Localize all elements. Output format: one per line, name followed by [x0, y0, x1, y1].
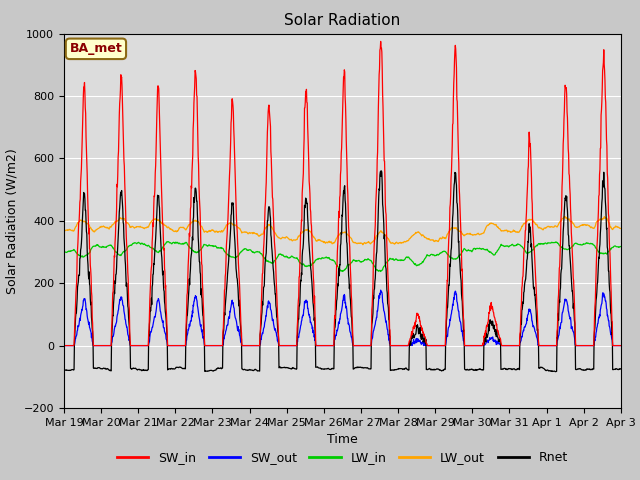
LW_out — [170, 228, 178, 234]
SW_out — [429, 343, 436, 348]
Rnet — [616, 366, 624, 372]
SW_out — [377, 287, 385, 293]
SW_in — [616, 343, 624, 348]
Legend: SW_in, SW_out, LW_in, LW_out, Rnet: SW_in, SW_out, LW_in, LW_out, Rnet — [112, 446, 573, 469]
Rnet — [170, 366, 178, 372]
Rnet — [184, 306, 191, 312]
SW_in — [551, 343, 559, 348]
LW_out — [429, 237, 436, 243]
Rnet — [551, 368, 559, 374]
Line: LW_in: LW_in — [64, 241, 620, 272]
LW_out — [551, 223, 559, 229]
Line: LW_out: LW_out — [64, 216, 620, 245]
LW_out — [359, 242, 367, 248]
LW_out — [60, 228, 68, 234]
LW_out — [502, 228, 509, 233]
SW_out — [170, 343, 178, 348]
SW_in — [246, 343, 254, 348]
LW_out — [616, 226, 624, 231]
SW_in — [429, 343, 436, 348]
LW_in — [377, 269, 385, 275]
Title: Solar Radiation: Solar Radiation — [284, 13, 401, 28]
LW_out — [184, 224, 191, 229]
Rnet — [429, 367, 436, 373]
LW_in — [164, 239, 172, 244]
SW_in — [60, 343, 68, 348]
Line: SW_out: SW_out — [64, 290, 620, 346]
Rnet — [60, 367, 68, 372]
SW_in — [377, 38, 385, 44]
LW_in — [429, 252, 437, 258]
SW_in — [184, 277, 191, 283]
LW_in — [60, 249, 68, 255]
X-axis label: Time: Time — [327, 433, 358, 446]
Line: Rnet: Rnet — [64, 171, 620, 372]
LW_in — [551, 240, 559, 245]
Line: SW_in: SW_in — [64, 41, 620, 346]
Rnet — [378, 168, 385, 174]
SW_in — [502, 343, 509, 348]
SW_out — [616, 343, 624, 348]
SW_out — [551, 343, 559, 348]
SW_out — [184, 330, 191, 336]
Text: BA_met: BA_met — [70, 42, 122, 55]
SW_out — [60, 343, 68, 348]
Y-axis label: Solar Radiation (W/m2): Solar Radiation (W/m2) — [5, 148, 18, 294]
Rnet — [502, 366, 509, 372]
LW_in — [171, 240, 179, 246]
SW_in — [170, 343, 178, 348]
LW_in — [616, 244, 624, 250]
Rnet — [552, 369, 559, 374]
SW_out — [246, 343, 254, 348]
LW_out — [561, 214, 568, 219]
LW_in — [184, 242, 192, 248]
Rnet — [246, 367, 254, 372]
SW_out — [502, 343, 509, 348]
LW_in — [246, 247, 254, 253]
LW_out — [246, 230, 254, 236]
LW_in — [502, 243, 510, 249]
